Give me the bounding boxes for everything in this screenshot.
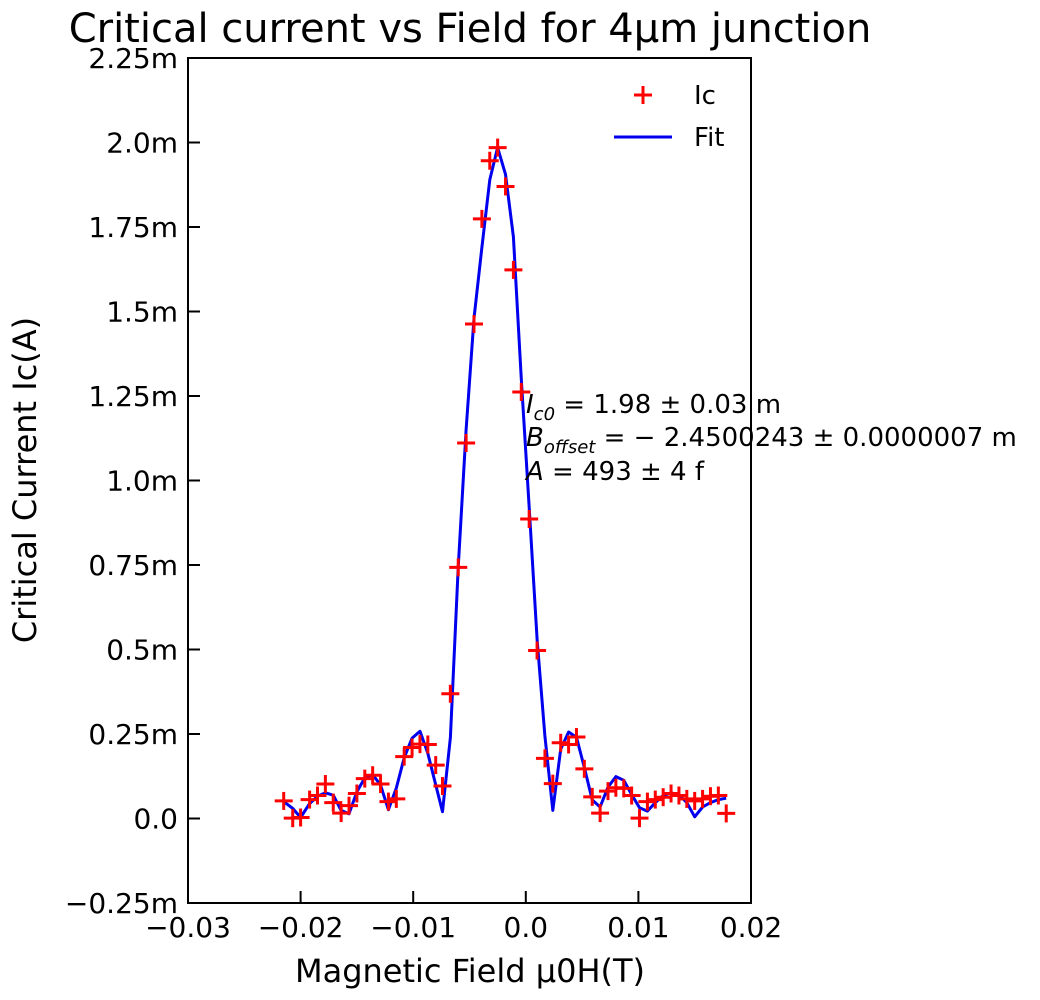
- ic-data-point: [441, 684, 460, 703]
- fit-annotation: Ic0 = 1.98 ± 0.03 m Boffset = − 2.450024…: [524, 390, 1017, 487]
- x-tick-label: −0.03: [145, 911, 231, 944]
- ic-data-point: [520, 510, 539, 529]
- ic-data-point: [598, 782, 617, 801]
- fit-series: [282, 146, 727, 819]
- y-tick-label: 0.25m: [88, 718, 178, 751]
- ic-data-point: [403, 738, 422, 757]
- ic-data-point: [583, 787, 602, 806]
- y-axis-ticks: −0.25m 0.0 0.25m 0.5m 0.75m 1.0m 1.25m 1.5m 1.75…: [65, 42, 200, 920]
- y-axis-label: Critical Current Ic(A): [6, 317, 44, 643]
- ic-data-point: [418, 735, 437, 754]
- ic-data-point: [340, 796, 359, 815]
- ic-data-point: [291, 808, 310, 827]
- legend-label-fit: Fit: [694, 123, 724, 153]
- ic-data-point: [504, 260, 523, 279]
- x-tick-label: 0.02: [720, 911, 782, 944]
- ic-data-point: [426, 756, 445, 775]
- y-tick-label: −0.25m: [65, 887, 178, 920]
- ic-data-point: [488, 138, 507, 157]
- legend: Ic Fit: [614, 81, 724, 153]
- ic-data-point: [472, 209, 491, 228]
- ic-series: [274, 138, 736, 828]
- ic-data-point: [669, 786, 688, 805]
- legend-label-ic: Ic: [694, 81, 716, 111]
- ic-data-point: [316, 775, 335, 794]
- chart-title-text: Critical current vs Field for 4μm juncti…: [69, 6, 872, 52]
- x-tick-label: 0.0: [504, 911, 549, 944]
- ic-data-point: [709, 786, 728, 805]
- y-tick-label: 0.75m: [88, 549, 178, 582]
- ic-data-point: [638, 792, 657, 811]
- ic-data-point: [693, 789, 712, 808]
- ic-data-point: [535, 749, 554, 768]
- ic-data-point: [300, 790, 319, 809]
- x-tick-label: 0.01: [607, 911, 669, 944]
- x-axis-label: Magnetic Field μ0H(T): [295, 952, 645, 990]
- ic-data-point: [371, 775, 390, 794]
- legend-marker-ic: [634, 86, 652, 104]
- annotation-amplitude: A = 493 ± 4 f: [524, 457, 705, 487]
- ic-data-point: [567, 728, 586, 747]
- ic-data-point: [646, 790, 665, 809]
- ic-data-point: [324, 793, 343, 812]
- ic-data-point: [685, 791, 704, 810]
- ic-data-point: [496, 177, 515, 196]
- ic-data-point: [465, 315, 484, 334]
- y-tick-label: 1.0m: [106, 465, 178, 498]
- ic-data-point: [654, 788, 673, 807]
- ic-data-point: [433, 777, 452, 796]
- chart-title: Critical current vs Field for 4μm juncti…: [69, 6, 872, 52]
- ic-data-point: [449, 558, 468, 577]
- x-tick-label: −0.01: [370, 911, 456, 944]
- annotation-boffset: Boffset = − 2.4500243 ± 0.0000007 m: [526, 423, 1017, 458]
- ic-data-point: [457, 433, 476, 452]
- ic-data-point: [363, 766, 382, 785]
- y-tick-label: 2.25m: [88, 42, 178, 75]
- ic-data-point: [395, 747, 414, 766]
- ic-data-point: [575, 759, 594, 778]
- ic-data-point: [622, 786, 641, 805]
- ic-data-point: [677, 789, 696, 808]
- y-tick-label: 0.0: [133, 803, 178, 836]
- ic-data-point: [480, 151, 499, 170]
- annotation-ic0: Ic0 = 1.98 ± 0.03 m: [526, 390, 781, 425]
- y-tick-label: 0.5m: [106, 634, 178, 667]
- y-tick-label: 2.0m: [106, 127, 178, 160]
- ic-data-point: [512, 382, 531, 401]
- ic-data-point: [591, 804, 610, 823]
- ic-data-point: [347, 784, 366, 803]
- x-tick-label: −0.02: [258, 911, 344, 944]
- ic-data-point: [355, 769, 374, 788]
- ic-data-point: [543, 774, 562, 793]
- ic-data-point: [387, 789, 406, 808]
- ic-data-point: [528, 641, 547, 660]
- x-axis-ticks: −0.03 −0.02 −0.01 0.0 0.01 0.02: [145, 891, 782, 944]
- ic-data-point: [717, 804, 736, 823]
- ic-data-point: [630, 809, 649, 828]
- fit-line: [282, 146, 727, 819]
- ic-data-point: [551, 733, 570, 752]
- ic-data-point: [274, 791, 293, 810]
- ic-data-point: [662, 784, 681, 803]
- ic-data-point: [308, 786, 327, 805]
- y-tick-label: 1.25m: [88, 380, 178, 413]
- y-tick-label: 1.75m: [88, 211, 178, 244]
- ic-data-point: [379, 792, 398, 811]
- y-tick-label: 1.5m: [106, 296, 178, 329]
